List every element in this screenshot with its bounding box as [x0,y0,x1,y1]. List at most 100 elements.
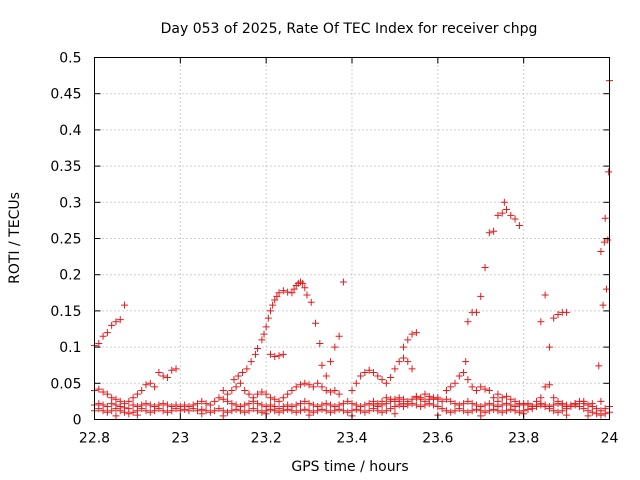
data-point [507,405,515,413]
data-point [464,397,472,405]
data-point [284,390,292,398]
data-point [133,390,141,398]
data-point [357,372,365,380]
data-point [404,358,412,366]
data-point [279,394,287,402]
data-point [604,236,612,244]
data-point [219,387,227,395]
data-point [138,387,146,395]
data-point [262,390,270,398]
data-point [309,408,317,416]
data-point [533,397,541,405]
data-point [121,301,129,309]
data-point [344,408,352,416]
data-point [335,405,343,413]
data-point [584,412,592,420]
data-point [254,390,262,398]
data-point [99,388,107,396]
data-point [103,390,111,398]
data-point [202,400,210,408]
data-point [554,408,562,416]
data-point [563,401,571,409]
data-point [292,383,300,391]
y-tick-label: 0 [73,413,82,429]
data-point [387,405,395,413]
data-point [185,407,193,415]
data-point [447,397,455,405]
data-point [301,405,309,413]
data-point [515,221,523,229]
data-point [472,405,480,413]
data-point [498,209,506,217]
data-point [412,329,420,337]
data-point [442,395,450,403]
data-points [91,77,613,420]
data-point [339,407,347,415]
data-point [292,408,300,416]
data-point [477,383,485,391]
data-point [468,383,476,391]
data-point [211,407,219,415]
data-point [228,407,236,415]
data-point [292,401,300,409]
data-point [258,401,266,409]
data-point [163,374,171,382]
data-point [382,407,390,415]
data-point [230,376,238,384]
data-point [460,407,468,415]
data-point [331,343,339,351]
data-point [168,366,176,374]
data-point [511,397,519,405]
data-point [460,400,468,408]
data-point [442,387,450,395]
y-tick-label: 0.15 [50,304,81,320]
data-point [181,405,189,413]
data-point [554,311,562,319]
data-point [271,407,279,415]
data-point [151,383,159,391]
data-point [245,407,253,415]
data-point [299,279,307,287]
data-point [588,408,596,416]
x-axis-label: GPS time / hours [291,459,408,475]
data-point [357,407,365,415]
y-tick-label: 0.25 [50,232,81,248]
data-point [211,397,219,405]
data-point [245,400,253,408]
data-point [279,287,287,295]
data-point [309,383,317,391]
data-point [382,379,390,387]
data-point [241,408,249,416]
data-point [462,358,470,366]
x-tick-labels: 22.8 23 23.2 23.4 23.6 23.8 24 [79,431,619,447]
data-point [400,402,407,410]
data-point [599,301,607,309]
data-point [224,397,232,405]
data-point [412,392,420,400]
data-point [125,410,133,418]
data-point [472,387,480,395]
data-point [290,285,298,293]
data-point [108,400,116,408]
data-point [481,385,489,393]
data-point [408,400,416,408]
data-point [275,408,283,416]
data-point [172,365,180,373]
data-point [129,394,137,402]
data-point [602,285,610,293]
data-point [588,400,596,408]
data-point [335,390,343,398]
data-point [168,407,176,415]
data-point [146,408,154,416]
data-point [305,411,313,419]
data-point [142,400,150,408]
data-point [219,395,227,403]
data-point [348,387,356,395]
data-point [159,372,167,380]
data-point [438,405,446,413]
data-point [601,410,609,418]
data-point [391,365,399,373]
data-point [260,330,268,338]
data-point [447,383,455,391]
data-point [563,308,571,316]
